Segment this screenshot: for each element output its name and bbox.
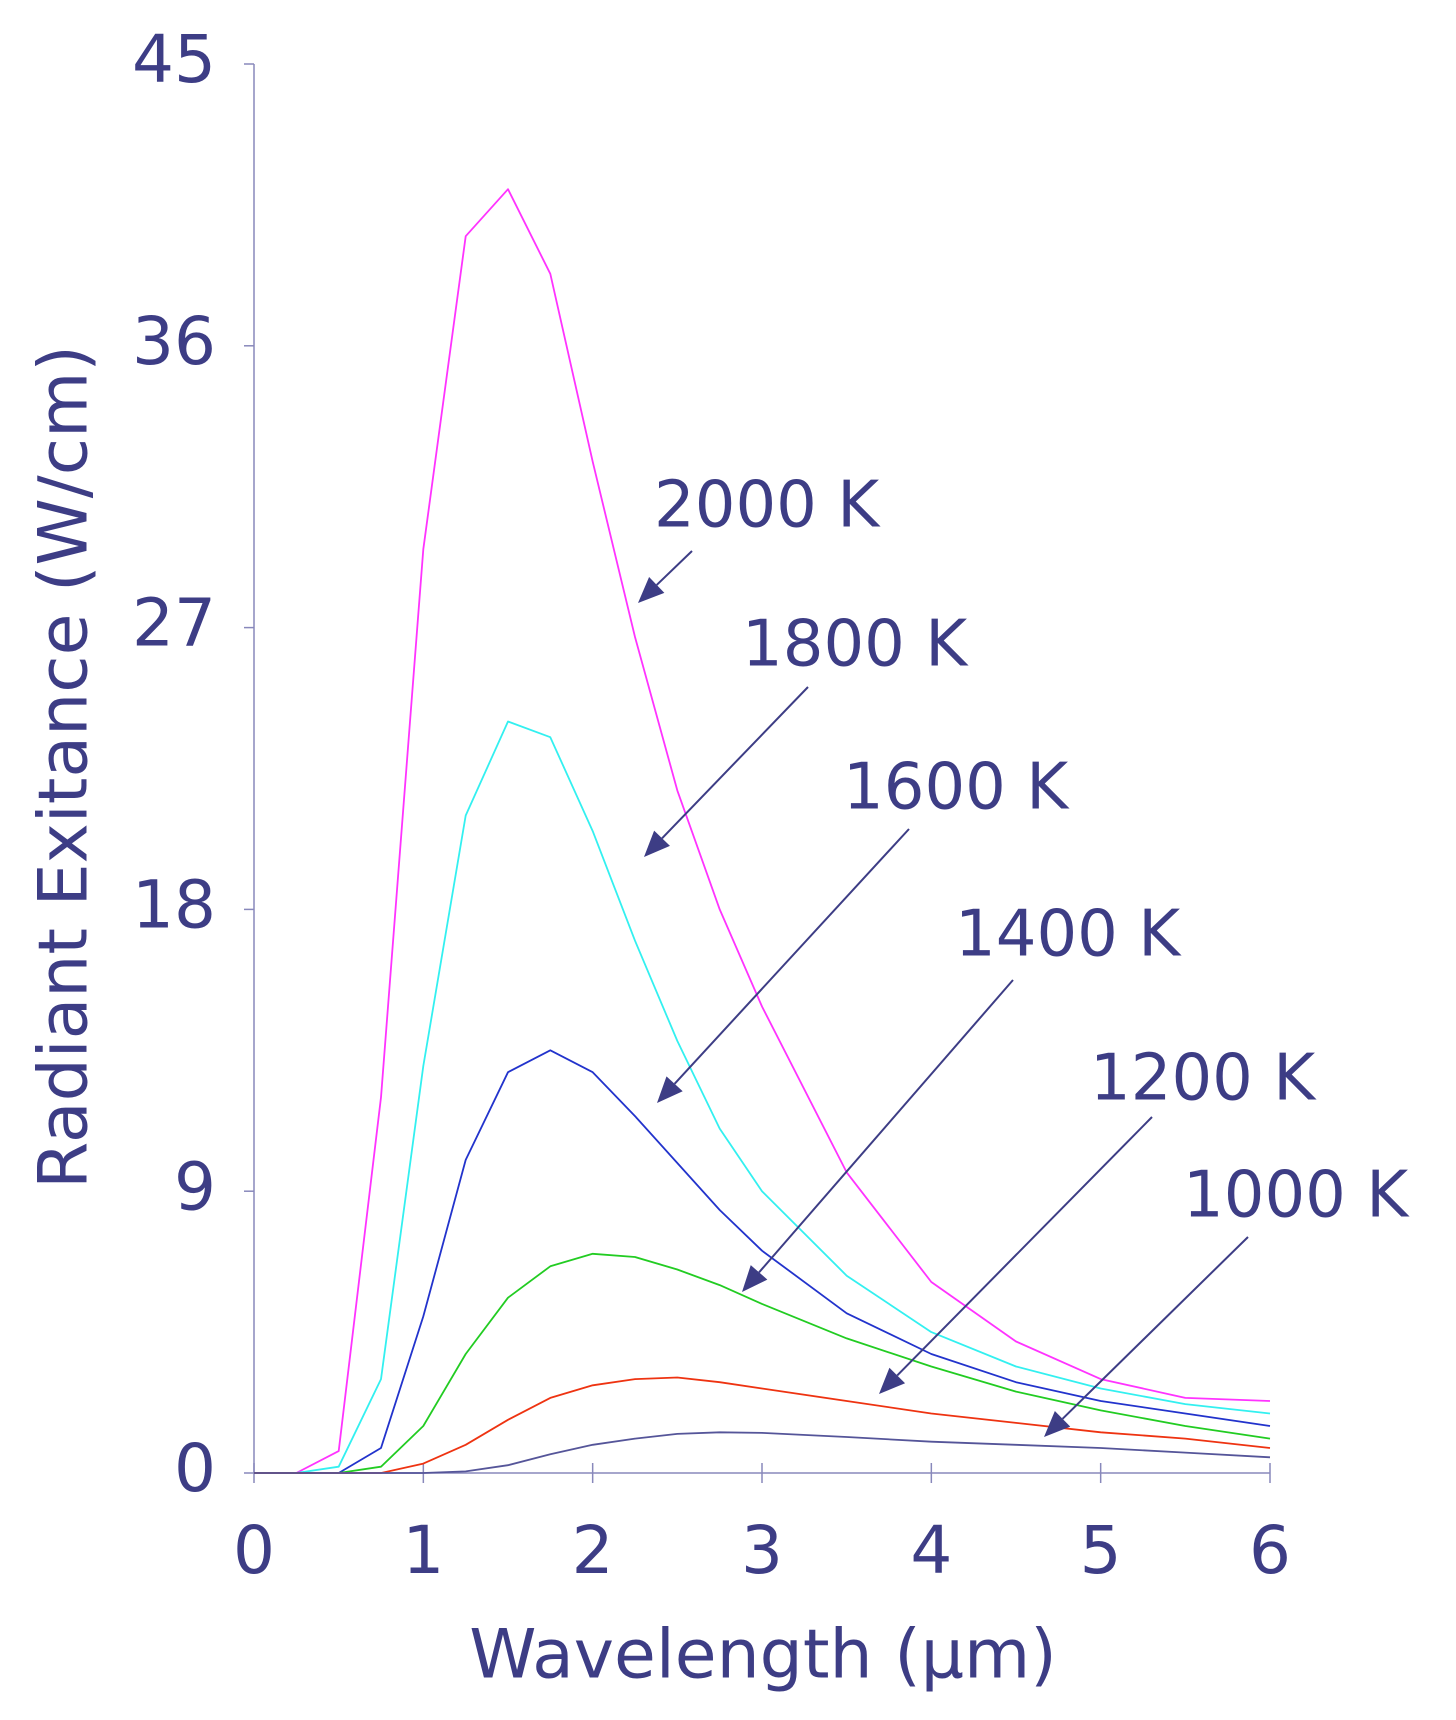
x-tick-label: 2 [572,1512,614,1589]
x-tick-label: 5 [1080,1512,1122,1589]
y-tick-label: 36 [132,303,216,380]
legend-label: 1000 K [1183,1159,1410,1233]
legend-label: 1200 K [1090,1042,1317,1116]
x-tick-label: 3 [741,1512,783,1589]
legend-label: 1400 K [955,898,1182,972]
legend-arrowhead [742,1265,768,1292]
legend-arrow [758,979,1014,1274]
y-tick-label: 18 [132,866,216,943]
legend-arrow [673,828,910,1085]
series-line [254,188,1271,1474]
legend-label: 1600 K [843,751,1070,825]
x-tick-label: 6 [1249,1512,1291,1589]
x-tick-label: 0 [233,1512,275,1589]
legend-arrow [661,686,809,839]
legend-arrowhead [638,577,665,603]
series-line [254,1252,1271,1474]
legend-label: 2000 K [654,469,881,543]
series-line [254,1431,1271,1474]
y-tick-label: 45 [132,21,216,98]
legend-arrow [896,1116,1153,1377]
legend-arrow [656,550,693,586]
legend-arrowhead [879,1367,906,1394]
x-axis-title: Wavelength (μm) [469,1616,1057,1695]
y-tick-label: 27 [132,585,216,662]
y-axis-title: Radiant Exitance (W/cm) [25,345,104,1189]
series-line [254,720,1271,1474]
legend-arrowhead [657,1076,683,1103]
y-tick-label: 0 [174,1430,216,1507]
legend-arrowhead [644,830,670,857]
x-tick-label: 1 [402,1512,444,1589]
series-line [254,1049,1271,1474]
x-tick-label: 4 [910,1512,952,1589]
legend-label: 1800 K [742,608,969,682]
legend-arrowhead [1044,1410,1071,1437]
legend-arrow [1061,1236,1249,1420]
y-tick-label: 9 [174,1148,216,1225]
